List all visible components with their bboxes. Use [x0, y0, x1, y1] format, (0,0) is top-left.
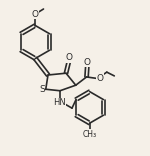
Text: O: O	[32, 10, 39, 19]
Text: S: S	[39, 85, 45, 94]
Text: HN: HN	[53, 98, 66, 107]
Text: O: O	[96, 74, 103, 83]
Text: CH₃: CH₃	[83, 130, 97, 139]
Text: O: O	[66, 53, 73, 62]
Text: O: O	[84, 58, 91, 67]
